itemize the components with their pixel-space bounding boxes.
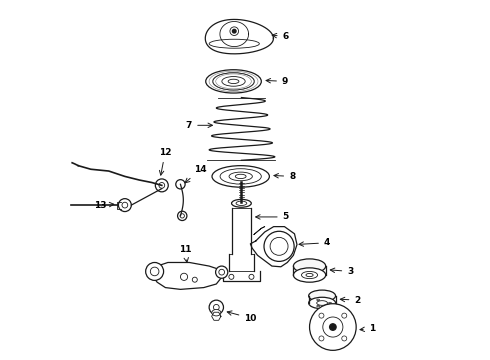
Circle shape	[232, 30, 236, 33]
Ellipse shape	[309, 297, 336, 309]
Text: 9: 9	[266, 77, 288, 86]
Text: 6: 6	[272, 32, 289, 41]
Text: 3: 3	[330, 267, 353, 276]
Text: 5: 5	[256, 212, 289, 221]
Text: 10: 10	[227, 311, 257, 323]
Circle shape	[119, 199, 131, 212]
Text: 12: 12	[159, 148, 171, 175]
Ellipse shape	[294, 268, 326, 282]
Ellipse shape	[309, 290, 336, 302]
Circle shape	[146, 262, 164, 280]
Circle shape	[155, 179, 168, 192]
Circle shape	[209, 300, 223, 315]
Circle shape	[216, 266, 228, 278]
Text: 14: 14	[185, 165, 207, 183]
Polygon shape	[152, 262, 223, 289]
Text: 8: 8	[274, 172, 295, 181]
Circle shape	[192, 277, 197, 282]
Circle shape	[330, 324, 336, 330]
Text: 11: 11	[179, 246, 191, 262]
Text: 7: 7	[186, 121, 213, 130]
Circle shape	[180, 273, 188, 280]
Text: 1: 1	[360, 324, 375, 333]
Circle shape	[310, 304, 356, 350]
Ellipse shape	[212, 310, 221, 316]
Text: 4: 4	[299, 238, 330, 247]
Ellipse shape	[294, 259, 326, 273]
Text: 13: 13	[95, 201, 114, 210]
Ellipse shape	[232, 199, 251, 207]
Circle shape	[176, 180, 185, 189]
Text: 2: 2	[340, 296, 361, 305]
Circle shape	[177, 211, 187, 221]
